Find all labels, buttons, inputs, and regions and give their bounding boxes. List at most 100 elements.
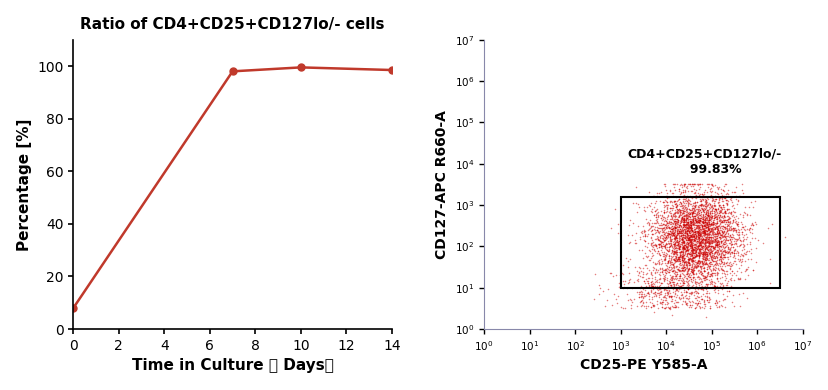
Point [698, 203, 711, 209]
Point [659, 236, 672, 243]
Point [689, 232, 702, 239]
Point [653, 264, 667, 271]
Point [700, 223, 714, 229]
Point [676, 262, 689, 268]
Point [652, 238, 666, 244]
Point [675, 210, 688, 216]
Point [675, 241, 688, 247]
Point [692, 230, 705, 236]
Point [657, 210, 670, 216]
Point [661, 266, 674, 272]
Point [661, 291, 674, 297]
Point [644, 241, 657, 247]
Point [703, 237, 716, 243]
Point [671, 254, 684, 261]
Point [680, 253, 693, 259]
Point [675, 243, 688, 249]
Point [677, 198, 691, 204]
Point [693, 260, 706, 266]
Point [713, 260, 726, 266]
Point [690, 238, 703, 244]
Point [679, 248, 692, 254]
Point [662, 225, 675, 231]
Point [679, 206, 692, 213]
Point [731, 255, 744, 262]
Point [713, 263, 726, 269]
Point [686, 264, 700, 270]
Point [693, 207, 706, 213]
Point [665, 227, 678, 234]
Point [690, 289, 703, 295]
Point [668, 303, 681, 310]
Point [688, 229, 701, 235]
Point [686, 275, 699, 281]
Point [680, 223, 693, 230]
Point [706, 221, 720, 227]
Point [689, 250, 702, 257]
Point [707, 203, 720, 209]
Point [637, 204, 650, 210]
Point [700, 213, 714, 220]
Point [686, 234, 699, 241]
Point [641, 278, 654, 284]
Point [713, 282, 726, 289]
Point [715, 248, 729, 255]
Point [698, 257, 711, 263]
Point [667, 198, 680, 204]
Point [653, 238, 667, 244]
Point [709, 195, 722, 202]
Point [704, 220, 717, 227]
Point [690, 261, 703, 267]
Point [662, 231, 675, 237]
Point [691, 294, 705, 301]
Point [657, 267, 670, 273]
Point [704, 228, 717, 234]
Point [702, 239, 715, 246]
Point [665, 259, 678, 265]
Point [720, 245, 734, 251]
Point [664, 248, 677, 254]
Point [668, 303, 681, 309]
Point [644, 283, 657, 289]
Point [684, 266, 697, 272]
Point [693, 285, 706, 291]
Point [699, 274, 712, 280]
Point [669, 273, 682, 279]
Point [690, 228, 703, 234]
Point [735, 224, 749, 230]
Point [662, 292, 675, 299]
Point [681, 210, 694, 216]
Point [698, 198, 711, 204]
Point [686, 222, 700, 229]
Point [698, 211, 711, 218]
Point [632, 294, 645, 301]
Point [662, 280, 675, 286]
Point [688, 245, 701, 252]
Point [672, 283, 685, 289]
Point [721, 227, 734, 233]
Point [682, 253, 696, 259]
Point [644, 224, 657, 230]
Point [694, 243, 707, 250]
Point [595, 288, 609, 294]
Point [715, 234, 728, 240]
Point [676, 245, 689, 251]
Point [719, 248, 732, 255]
Point [692, 243, 705, 249]
Point [670, 286, 683, 292]
Point [658, 286, 672, 292]
Point [672, 245, 685, 251]
Point [675, 239, 688, 246]
Point [633, 236, 647, 242]
Point [691, 253, 705, 259]
Point [686, 231, 700, 237]
Point [715, 218, 728, 224]
Point [720, 186, 734, 193]
Point [700, 243, 714, 249]
Point [648, 243, 662, 250]
Point [688, 229, 701, 235]
Point [705, 234, 718, 240]
Point [643, 271, 657, 277]
Point [682, 243, 696, 249]
Point [692, 242, 705, 248]
